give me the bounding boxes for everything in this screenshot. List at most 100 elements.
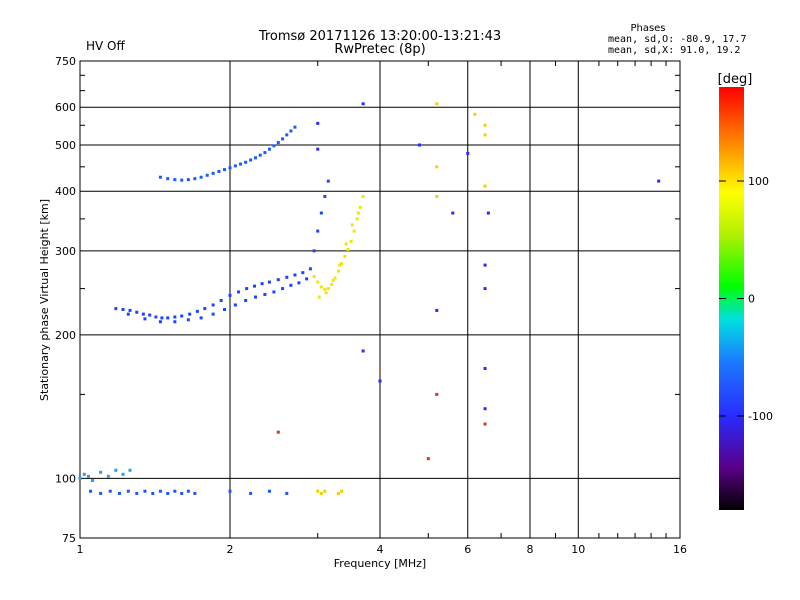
data-point <box>316 121 320 125</box>
data-point <box>352 229 356 233</box>
data-point <box>219 299 223 303</box>
data-point <box>82 472 86 476</box>
data-point <box>126 312 130 316</box>
data-point <box>435 392 439 396</box>
data-point <box>244 299 248 303</box>
data-point <box>173 178 177 182</box>
phases-label: Phases <box>630 23 665 34</box>
data-point <box>211 303 215 307</box>
data-point <box>108 489 112 493</box>
data-point <box>305 277 309 281</box>
data-point <box>293 125 297 129</box>
x-axis-label: Frequency [MHz] <box>334 557 426 570</box>
data-point <box>128 468 132 472</box>
data-point <box>223 307 227 311</box>
data-point <box>483 407 487 411</box>
data-point <box>483 123 487 127</box>
data-point <box>253 295 257 299</box>
y-tick-label: 200 <box>55 329 76 342</box>
data-point <box>239 162 243 166</box>
data-point <box>128 308 132 312</box>
data-point <box>193 491 197 495</box>
phases-o-line: mean, sd,O: -80.9, 17.7 <box>608 34 746 45</box>
x-tick-label: 6 <box>464 543 471 556</box>
data-point <box>267 489 271 493</box>
data-point <box>473 112 477 116</box>
data-point <box>289 129 293 133</box>
y-tick-label: 75 <box>62 532 76 545</box>
data-point <box>158 175 162 179</box>
data-point <box>326 179 330 183</box>
data-point <box>451 211 455 215</box>
x-tick-label: 4 <box>377 543 384 556</box>
data-point <box>211 312 215 316</box>
data-point <box>135 310 139 314</box>
data-point <box>233 303 237 307</box>
data-point <box>121 307 125 311</box>
data-point <box>180 491 184 495</box>
data-point <box>205 173 209 177</box>
data-point <box>331 278 335 282</box>
data-point <box>312 249 316 253</box>
data-point <box>324 291 328 295</box>
data-point <box>289 283 293 287</box>
data-point <box>228 489 232 493</box>
data-point <box>323 489 327 493</box>
chart-subtitle: RwPretec (8p) <box>334 42 425 57</box>
data-point <box>249 491 253 495</box>
data-point <box>486 211 490 215</box>
data-point <box>330 282 334 286</box>
data-point <box>657 179 661 183</box>
data-point <box>186 318 190 322</box>
data-point <box>483 263 487 267</box>
data-point <box>211 171 215 175</box>
data-point <box>199 175 203 179</box>
data-point <box>253 156 257 160</box>
data-point <box>285 133 289 137</box>
data-point <box>316 229 320 233</box>
data-point <box>114 307 118 311</box>
data-point <box>285 275 289 279</box>
data-point <box>483 184 487 188</box>
data-point <box>186 489 190 493</box>
data-point <box>358 205 362 209</box>
data-point <box>114 468 118 472</box>
data-point <box>195 309 199 313</box>
data-point <box>173 489 177 493</box>
data-point <box>378 379 382 383</box>
data-point <box>281 137 285 141</box>
data-point <box>166 177 170 181</box>
data-point <box>323 287 327 291</box>
data-point <box>148 313 152 317</box>
data-point <box>326 287 330 291</box>
data-point <box>316 147 320 151</box>
data-point <box>319 285 323 289</box>
data-point <box>135 491 139 495</box>
data-point <box>233 164 237 168</box>
data-point <box>483 366 487 370</box>
data-point <box>263 151 267 155</box>
data-point <box>317 295 321 299</box>
data-point <box>173 320 177 324</box>
data-point <box>263 292 267 296</box>
data-point <box>228 293 232 297</box>
data-point <box>355 217 359 221</box>
grid <box>80 61 680 538</box>
data-point <box>346 247 350 251</box>
data-point <box>338 263 342 267</box>
y-axis-label: Stationary phase Virtual Height [km] <box>38 199 51 401</box>
y-tick-label: 750 <box>55 55 76 68</box>
data-point <box>160 316 164 320</box>
phases-x-line: mean, sd,X: 91.0, 19.2 <box>608 45 740 56</box>
data-points <box>78 102 661 495</box>
data-point <box>180 178 184 182</box>
data-point <box>166 316 170 320</box>
y-tick-label: 400 <box>55 185 76 198</box>
data-point <box>106 474 110 478</box>
data-point <box>297 281 301 285</box>
colorbar-tick-label: 100 <box>748 175 769 188</box>
data-point <box>141 312 145 316</box>
data-point <box>312 275 316 279</box>
data-point <box>426 457 430 461</box>
data-point <box>166 491 170 495</box>
